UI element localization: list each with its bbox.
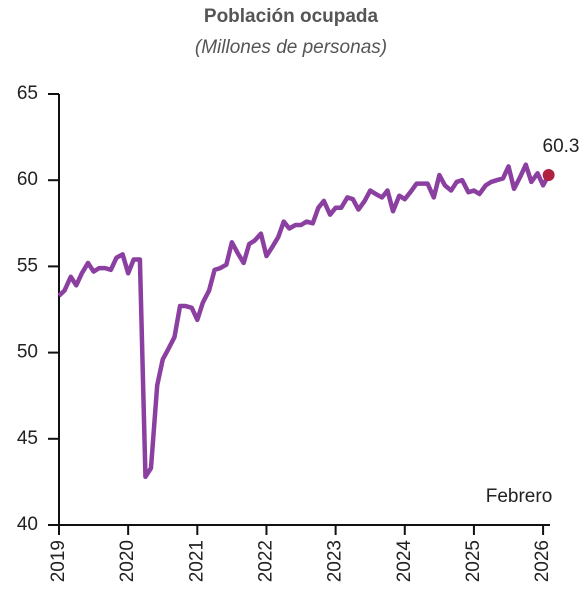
y-tick-label: 55	[17, 255, 38, 276]
x-tick-label: 2023	[325, 540, 346, 582]
x-tick-label: 2020	[117, 540, 138, 582]
x-tick-label: 2021	[186, 540, 207, 582]
annotation: Febrero	[486, 486, 553, 507]
data-label: 60.3	[543, 136, 580, 157]
chart-subtitle: (Millones de personas)	[195, 37, 387, 58]
y-tick-label: 45	[17, 428, 38, 449]
chart-title: Población ocupada	[204, 6, 379, 27]
x-tick-label: 2022	[255, 540, 276, 582]
x-tick-label: 2024	[394, 540, 415, 583]
y-tick-label: 40	[17, 514, 38, 535]
line	[57, 162, 551, 479]
x-tick-label: 2025	[463, 540, 484, 582]
y-tick-label: 60	[17, 169, 38, 190]
y-tick-label: 65	[17, 83, 38, 104]
x-tick-label: 2019	[48, 540, 69, 582]
x-tick-label: 2026	[532, 540, 553, 582]
last-point	[542, 169, 555, 182]
y-tick-label: 50	[17, 342, 38, 363]
